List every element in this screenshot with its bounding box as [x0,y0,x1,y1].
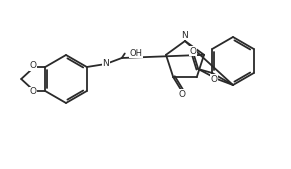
Text: O: O [30,62,37,70]
Text: O: O [30,88,37,96]
Text: N: N [102,59,109,68]
Text: O: O [190,46,197,55]
Text: O: O [210,75,217,83]
Text: OH: OH [130,49,143,57]
Text: N: N [182,31,188,40]
Text: O: O [179,90,186,99]
